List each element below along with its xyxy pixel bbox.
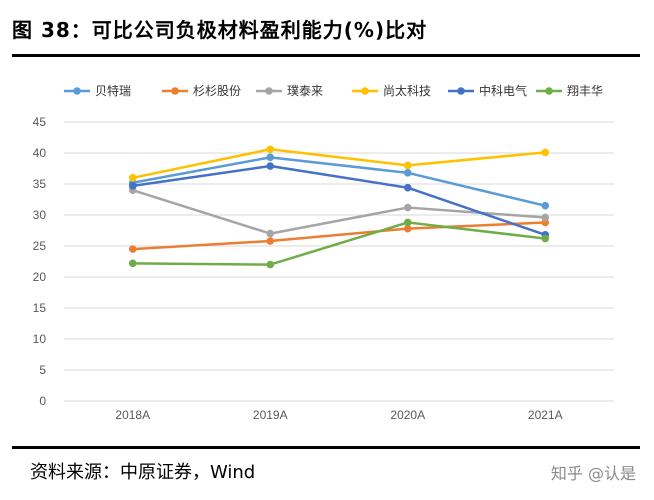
series-line — [132, 221, 546, 251]
y-axis: 0 5 10 15 20 25 30 35 40 45 — [33, 115, 47, 408]
watermark: 知乎 @认是 — [550, 464, 636, 483]
y-tick-label: 45 — [33, 115, 47, 129]
line-chart: 贝特瑞 杉杉股份 璞泰来 尚太科技 中科电气 翔丰华 0 5 10 15 20 25 30 35 40 45… — [33, 83, 614, 422]
figure-title: 图 38：可比公司负极材料盈利能力(%)比对 — [12, 18, 428, 42]
legend-label: 尚太科技 — [383, 83, 431, 98]
source-divider — [12, 446, 640, 449]
chart-series — [128, 145, 550, 269]
data-point — [266, 260, 275, 269]
series-line — [132, 189, 546, 235]
data-point — [266, 162, 275, 170]
data-point — [403, 169, 412, 177]
series-line — [132, 156, 546, 207]
y-tick-label: 20 — [33, 270, 47, 284]
legend-label: 璞泰来 — [287, 84, 323, 98]
legend-label: 杉杉股份 — [193, 84, 241, 98]
series-line — [132, 164, 546, 237]
data-point — [128, 182, 137, 190]
legend-label: 贝特瑞 — [95, 83, 131, 98]
data-point — [541, 148, 550, 157]
legend-marker — [265, 87, 273, 95]
y-tick-label: 25 — [33, 239, 47, 253]
data-point — [403, 224, 412, 233]
x-axis: 2018A 2019A 2020A 2021A — [115, 408, 562, 422]
legend-marker — [545, 87, 553, 95]
data-point — [541, 234, 550, 243]
data-point — [266, 145, 275, 154]
chart-legend: 贝特瑞 杉杉股份 璞泰来 尚太科技 中科电气 翔丰华 — [64, 83, 603, 98]
data-point — [403, 203, 412, 212]
legend-marker — [361, 87, 369, 95]
data-point — [541, 201, 550, 210]
data-point — [541, 213, 550, 222]
legend-label: 中科电气 — [479, 83, 527, 98]
series-line — [132, 221, 546, 266]
data-point — [266, 229, 275, 238]
x-tick-label: 2020A — [390, 408, 425, 422]
x-tick-label: 2021A — [528, 408, 563, 422]
legend-marker — [73, 87, 81, 95]
data-point — [128, 174, 137, 182]
data-point — [403, 183, 412, 192]
y-tick-label: 0 — [39, 394, 46, 408]
legend-marker — [457, 87, 465, 95]
data-point — [128, 259, 137, 268]
y-tick-label: 40 — [33, 146, 47, 160]
y-tick-label: 35 — [33, 177, 47, 191]
data-point — [266, 237, 275, 245]
data-point — [403, 218, 412, 227]
title-divider — [12, 54, 640, 57]
legend-marker — [171, 87, 179, 95]
y-tick-label: 15 — [33, 301, 47, 315]
data-point — [128, 245, 137, 253]
x-tick-label: 2018A — [115, 408, 150, 422]
y-tick-label: 5 — [39, 363, 46, 377]
source-note: 资料来源：中原证券，Wind — [30, 462, 256, 483]
legend-label: 翔丰华 — [567, 84, 603, 98]
series-line — [132, 148, 546, 180]
x-tick-label: 2019A — [253, 408, 288, 422]
data-point — [266, 153, 275, 162]
y-tick-label: 10 — [33, 332, 47, 346]
y-tick-label: 30 — [33, 208, 47, 222]
data-point — [403, 161, 412, 170]
